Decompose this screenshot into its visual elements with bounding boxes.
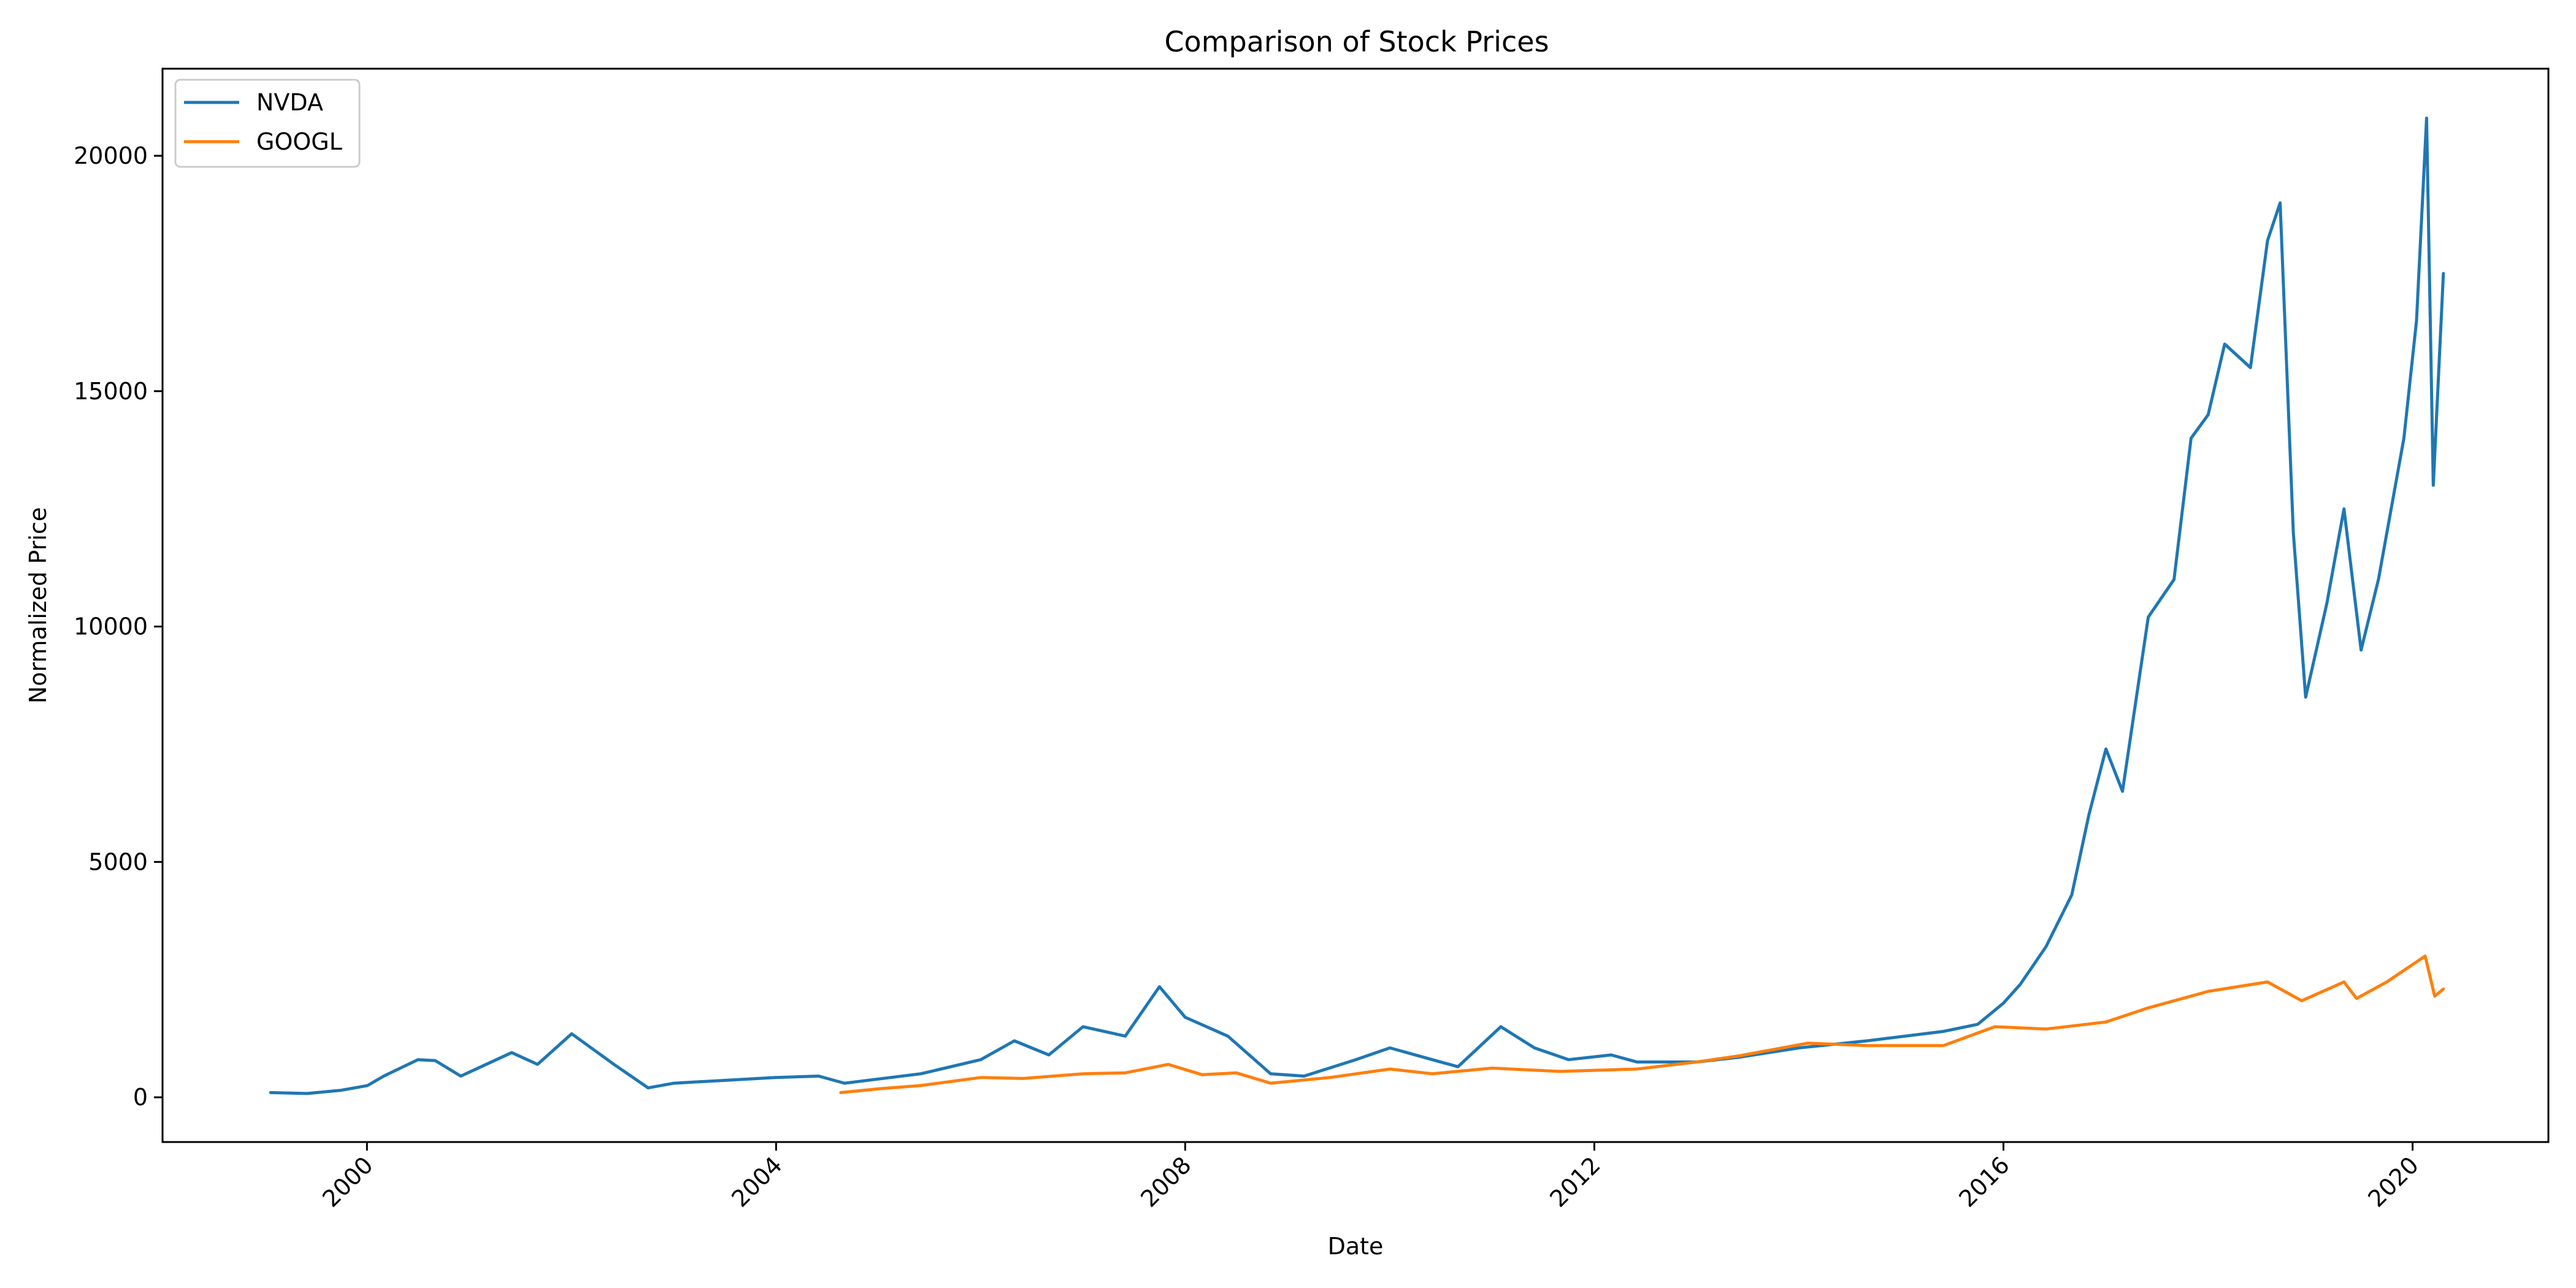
x-tick-label: 2012	[1544, 1151, 1606, 1213]
x-tick-label: 2020	[2363, 1151, 2424, 1213]
y-tick-label: 5000	[88, 848, 148, 875]
y-axis-label: Normalized Price	[25, 507, 52, 703]
x-axis: 2000 2004 2008 2012 2016 2020	[317, 1142, 2424, 1213]
legend-label-googl: GOOGL	[256, 128, 342, 155]
y-tick-label: 0	[133, 1084, 148, 1111]
series-line-googl	[839, 954, 2445, 1094]
y-axis: 0 5000 10000 15000 20000	[74, 142, 163, 1111]
plot-frame	[161, 67, 2550, 1143]
x-axis-label: Date	[1328, 1233, 1384, 1260]
series-line-nvda	[269, 117, 2445, 1095]
x-tick-label: 2016	[1953, 1151, 2015, 1213]
plot-area	[269, 117, 2445, 1095]
y-tick-label: 20000	[74, 142, 148, 169]
y-tick-label: 15000	[74, 378, 148, 405]
y-tick-label: 10000	[74, 613, 148, 640]
x-tick-label: 2008	[1135, 1151, 1197, 1213]
chart-title: Comparison of Stock Prices	[1164, 25, 1549, 58]
x-tick-label: 2000	[317, 1151, 378, 1213]
legend: NVDA GOOGL	[174, 79, 361, 168]
x-tick-label: 2004	[726, 1151, 788, 1213]
legend-label-nvda: NVDA	[256, 89, 323, 116]
